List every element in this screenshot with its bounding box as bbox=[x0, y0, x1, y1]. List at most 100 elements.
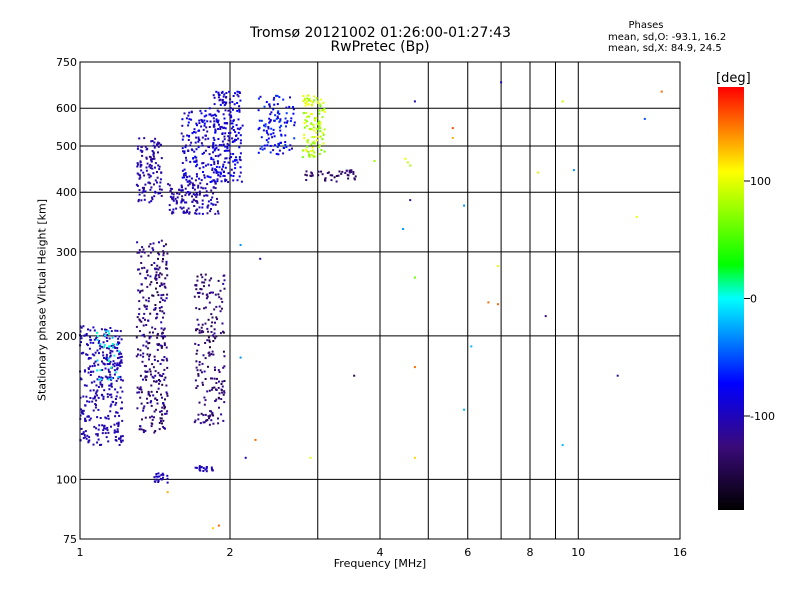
data-point bbox=[267, 141, 270, 144]
data-point bbox=[218, 296, 221, 299]
data-point bbox=[121, 407, 123, 410]
data-point bbox=[214, 369, 216, 371]
data-point bbox=[137, 348, 139, 351]
data-point bbox=[164, 412, 167, 415]
data-point bbox=[406, 161, 409, 164]
data-point bbox=[187, 121, 190, 124]
data-point bbox=[212, 335, 215, 338]
data-point bbox=[156, 360, 159, 363]
data-point bbox=[89, 365, 92, 368]
data-point bbox=[172, 193, 175, 196]
data-point bbox=[149, 243, 152, 246]
data-point bbox=[266, 144, 269, 147]
data-point bbox=[217, 369, 220, 372]
data-point bbox=[94, 351, 97, 354]
data-point bbox=[279, 129, 282, 132]
data-point bbox=[138, 391, 141, 394]
data-point bbox=[146, 370, 149, 373]
data-point bbox=[202, 414, 205, 417]
data-point bbox=[114, 415, 117, 418]
data-point bbox=[188, 134, 191, 137]
data-point bbox=[231, 137, 234, 140]
data-point bbox=[257, 97, 260, 100]
data-point bbox=[91, 353, 94, 356]
data-point bbox=[159, 478, 162, 480]
data-point bbox=[322, 142, 325, 145]
data-point bbox=[181, 198, 184, 201]
data-point bbox=[169, 195, 172, 198]
data-point bbox=[231, 122, 234, 125]
data-point bbox=[96, 389, 99, 392]
data-point bbox=[156, 281, 158, 284]
data-point bbox=[208, 113, 211, 116]
data-point bbox=[176, 196, 179, 199]
data-point bbox=[317, 128, 320, 131]
data-point bbox=[84, 417, 87, 420]
data-point bbox=[218, 144, 221, 147]
data-point bbox=[139, 149, 142, 152]
data-point bbox=[221, 322, 224, 325]
data-point bbox=[215, 120, 218, 123]
data-point bbox=[106, 340, 109, 342]
data-point bbox=[103, 425, 106, 428]
data-point bbox=[85, 333, 88, 335]
data-point bbox=[202, 128, 205, 131]
data-point bbox=[313, 142, 316, 145]
data-point bbox=[138, 318, 141, 321]
data-point bbox=[142, 407, 145, 410]
data-point bbox=[81, 409, 84, 412]
data-point bbox=[413, 456, 416, 459]
data-point bbox=[285, 112, 288, 115]
data-point bbox=[194, 141, 197, 144]
data-point bbox=[229, 152, 232, 155]
data-point bbox=[158, 142, 161, 145]
data-point bbox=[311, 149, 314, 152]
data-point bbox=[86, 434, 89, 437]
data-point bbox=[102, 395, 105, 398]
data-point bbox=[497, 265, 499, 268]
data-point bbox=[213, 149, 216, 152]
data-point bbox=[92, 389, 95, 392]
data-point bbox=[353, 178, 356, 181]
data-point bbox=[153, 355, 156, 358]
data-point bbox=[178, 193, 181, 196]
data-point bbox=[158, 266, 161, 269]
data-point bbox=[158, 428, 161, 431]
data-point bbox=[202, 187, 205, 190]
data-point bbox=[93, 329, 96, 332]
data-point bbox=[193, 188, 196, 191]
data-point bbox=[236, 109, 239, 112]
data-point bbox=[96, 433, 99, 436]
data-point bbox=[307, 150, 310, 153]
data-point bbox=[114, 398, 117, 400]
data-point bbox=[201, 121, 204, 123]
data-point bbox=[142, 324, 145, 327]
data-point bbox=[108, 376, 111, 379]
data-point bbox=[145, 148, 148, 151]
data-point bbox=[149, 175, 152, 178]
data-point bbox=[187, 114, 190, 117]
data-point bbox=[140, 391, 143, 394]
data-point bbox=[155, 473, 158, 475]
data-point bbox=[82, 351, 85, 354]
data-point bbox=[92, 443, 95, 446]
data-point bbox=[149, 283, 152, 286]
data-point bbox=[222, 331, 225, 334]
data-point bbox=[95, 390, 98, 393]
data-point bbox=[214, 187, 217, 190]
data-point bbox=[143, 364, 146, 367]
data-point bbox=[316, 127, 318, 130]
data-point bbox=[203, 151, 205, 154]
data-point bbox=[223, 171, 225, 174]
data-point bbox=[104, 427, 107, 430]
data-point bbox=[211, 413, 214, 416]
data-point bbox=[221, 140, 224, 143]
data-point bbox=[118, 335, 121, 338]
data-point bbox=[310, 112, 313, 115]
data-point bbox=[106, 393, 109, 396]
data-point bbox=[162, 245, 165, 248]
data-point bbox=[233, 171, 236, 174]
data-point bbox=[181, 195, 184, 198]
colorbar-tick-label: 100 bbox=[750, 175, 771, 188]
